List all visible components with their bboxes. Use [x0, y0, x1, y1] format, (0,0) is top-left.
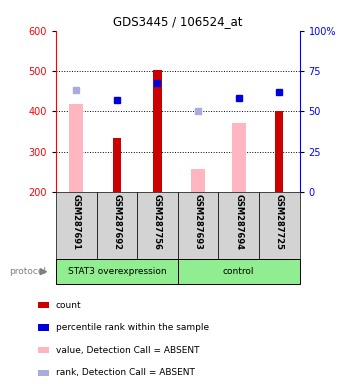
- Bar: [38, 324, 49, 331]
- Bar: [56, 192, 97, 259]
- Text: STAT3 overexpression: STAT3 overexpression: [68, 267, 166, 276]
- Text: GSM287725: GSM287725: [275, 194, 284, 250]
- Text: GSM287756: GSM287756: [153, 194, 162, 250]
- Bar: [97, 192, 137, 259]
- Text: GSM287694: GSM287694: [234, 194, 243, 250]
- Bar: [38, 302, 49, 308]
- Text: value, Detection Call = ABSENT: value, Detection Call = ABSENT: [56, 346, 199, 355]
- Bar: [191, 169, 205, 192]
- Bar: [113, 137, 121, 192]
- Bar: [56, 259, 178, 284]
- Text: control: control: [223, 267, 255, 276]
- Text: GSM287691: GSM287691: [72, 194, 81, 250]
- Bar: [178, 259, 300, 284]
- Bar: [259, 192, 300, 259]
- Text: GSM287692: GSM287692: [112, 194, 121, 250]
- Bar: [38, 347, 49, 353]
- Text: count: count: [56, 301, 81, 310]
- Bar: [218, 192, 259, 259]
- Bar: [178, 192, 218, 259]
- Text: rank, Detection Call = ABSENT: rank, Detection Call = ABSENT: [56, 368, 195, 377]
- Bar: [153, 70, 162, 192]
- Bar: [137, 192, 178, 259]
- Text: percentile rank within the sample: percentile rank within the sample: [56, 323, 209, 332]
- Text: protocol: protocol: [9, 267, 46, 276]
- Title: GDS3445 / 106524_at: GDS3445 / 106524_at: [113, 15, 243, 28]
- Bar: [232, 122, 246, 192]
- Bar: [69, 104, 83, 192]
- Text: GSM287693: GSM287693: [193, 194, 203, 250]
- Bar: [38, 369, 49, 376]
- Bar: [275, 111, 283, 192]
